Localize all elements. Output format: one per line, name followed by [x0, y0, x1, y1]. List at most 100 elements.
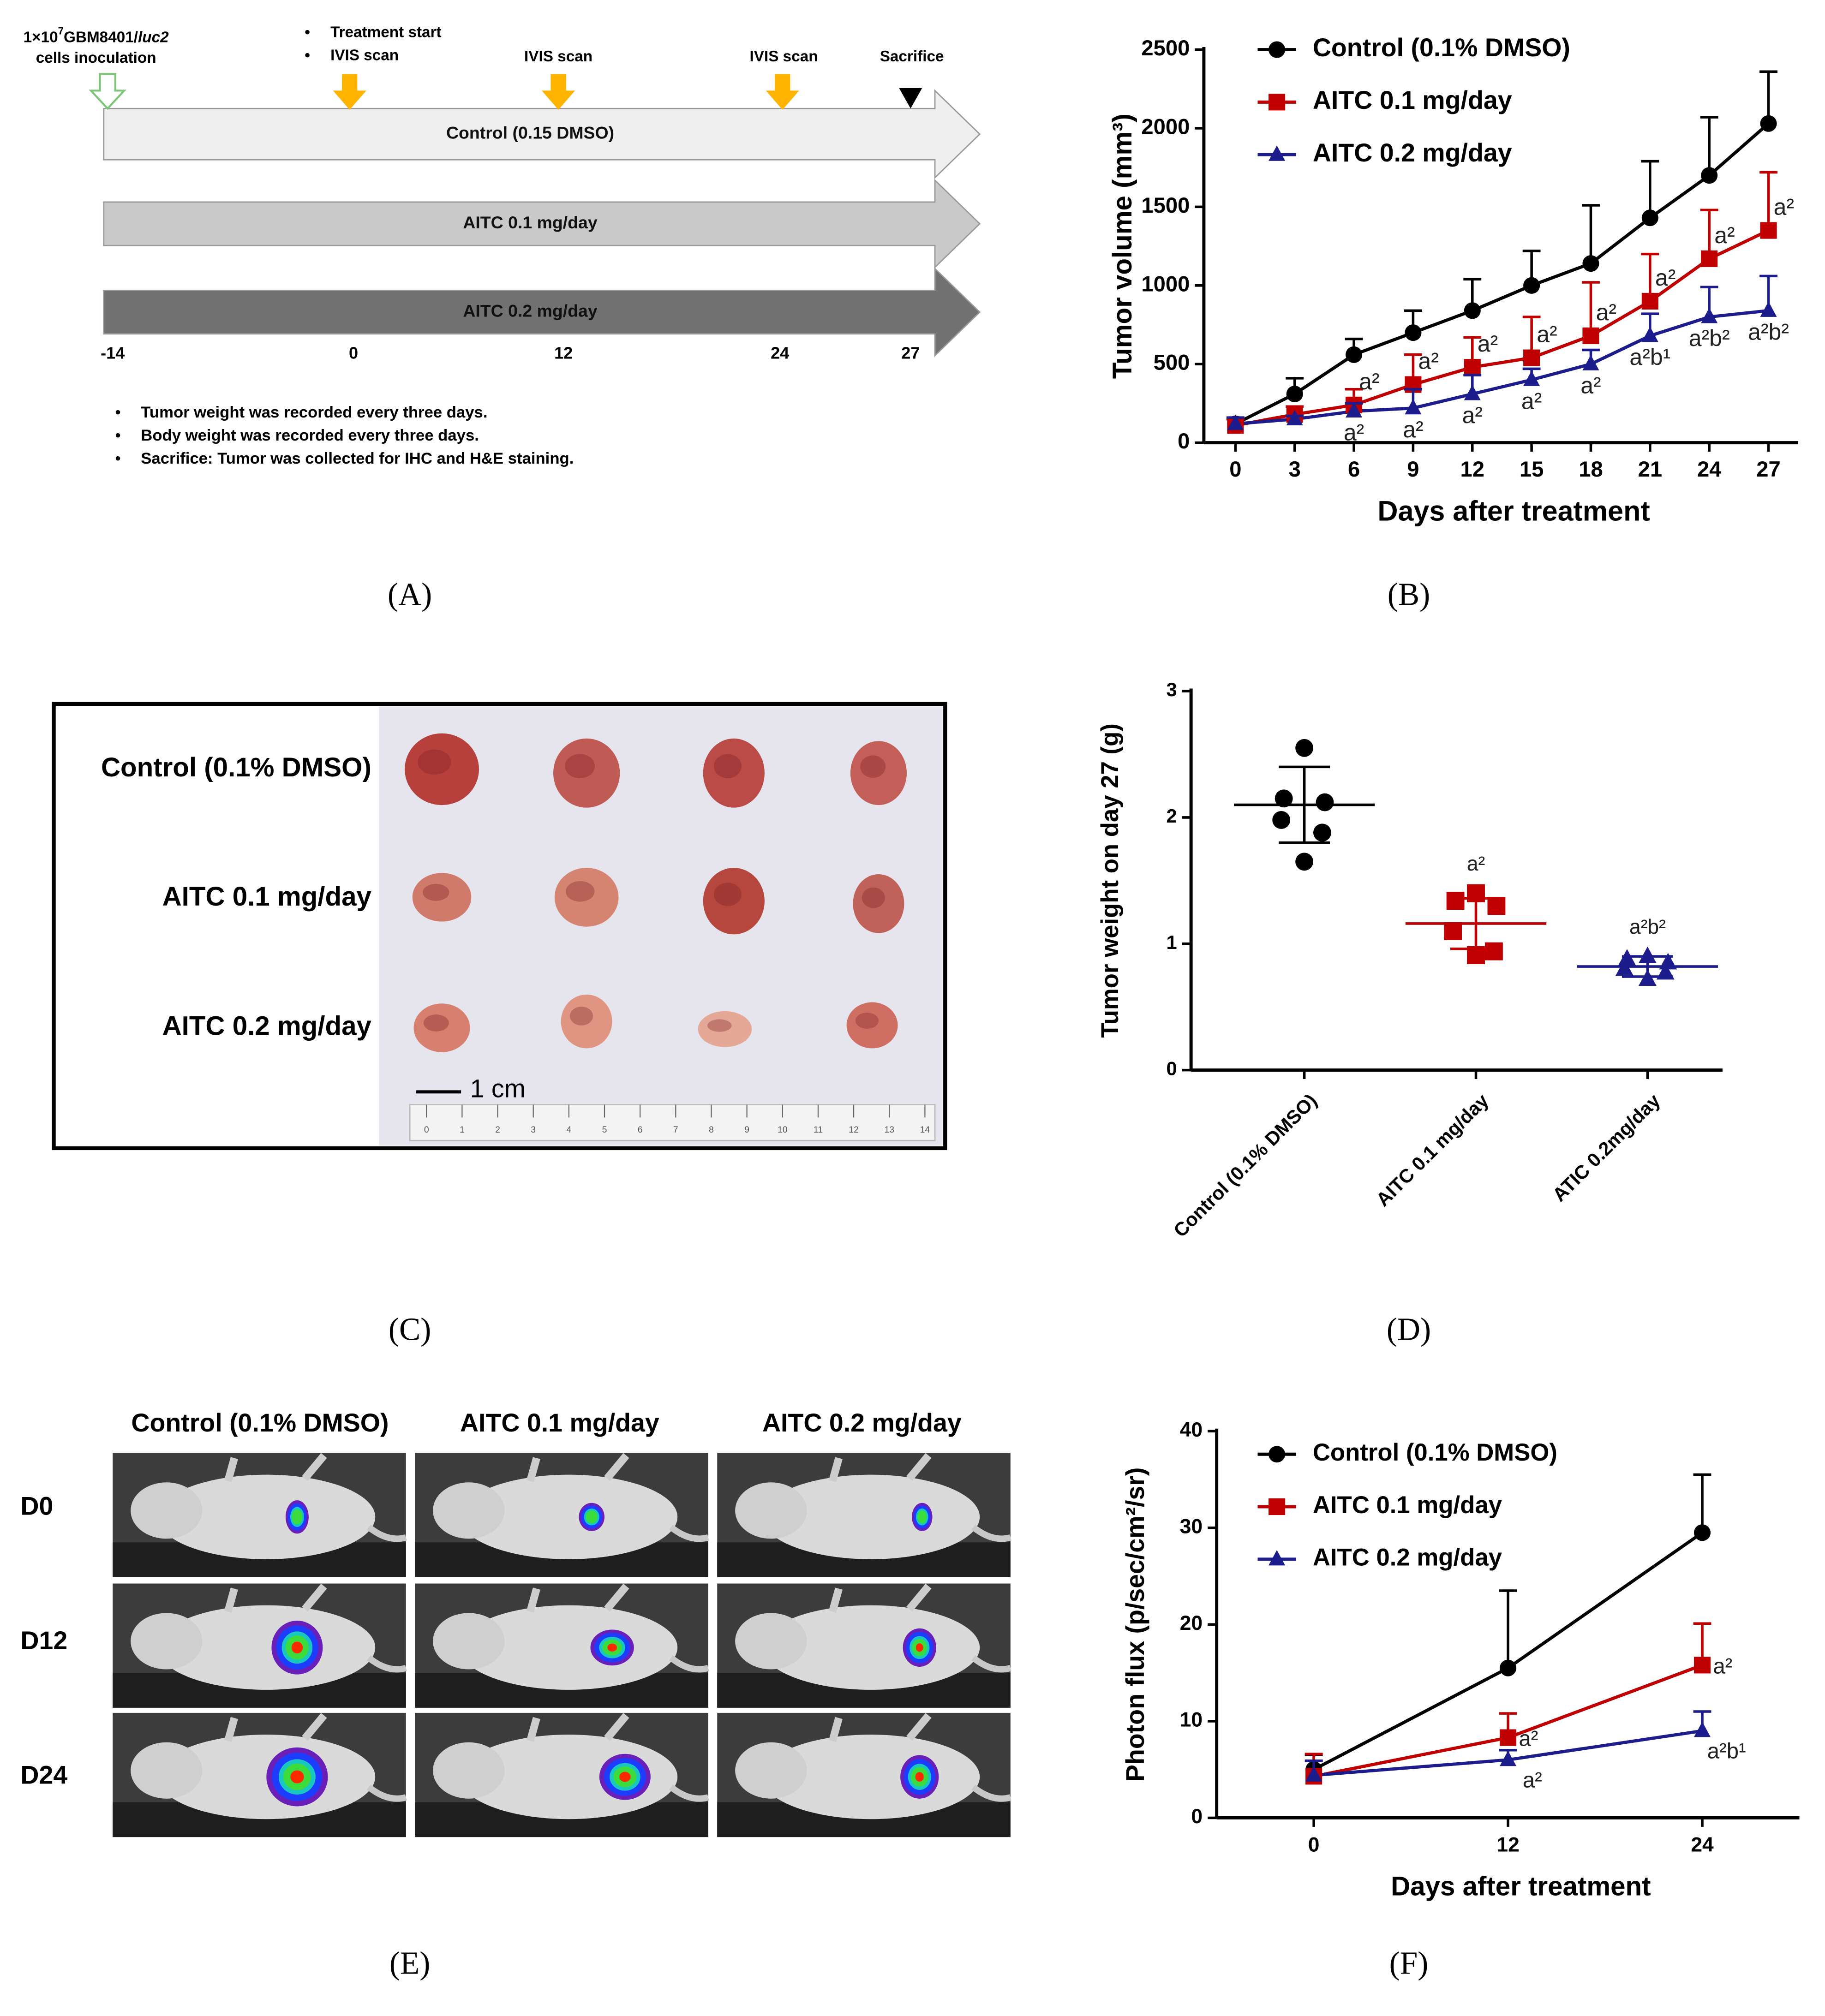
day-label: -14 [101, 344, 125, 363]
bioluminescence [586, 1510, 598, 1523]
bullet: • [115, 404, 121, 421]
marker [1639, 946, 1657, 963]
marker [1500, 1659, 1517, 1676]
tumor [554, 868, 619, 927]
legend-label: Control (0.1% DMSO) [1313, 33, 1570, 62]
text: 1×10 [24, 29, 58, 46]
panel-label: (B) [1388, 577, 1430, 612]
marker [1582, 255, 1599, 272]
x-tick-label: 21 [1638, 457, 1662, 481]
y-tick-label: 10 [1180, 1709, 1203, 1731]
legend-marker [1269, 41, 1286, 58]
ivis-arrow [766, 74, 799, 110]
ruler-label: 5 [602, 1125, 607, 1135]
ruler-label: 13 [884, 1125, 894, 1135]
mouse-tail [669, 1524, 709, 1542]
error-bar [1641, 160, 1659, 218]
marker [1523, 370, 1540, 386]
annotation: a²b¹ [1629, 344, 1670, 370]
series-line [1235, 309, 1769, 426]
inoculation-label: cells inoculation [36, 49, 156, 66]
tumor-shade [418, 749, 451, 775]
annotation: a²b² [1748, 319, 1789, 345]
panel-label: (D) [1387, 1312, 1431, 1347]
y-axis-title: Tumor volume (mm³) [1107, 113, 1137, 379]
error-bar [1693, 1473, 1711, 1533]
marker [1641, 209, 1658, 227]
inoculation-arrow [89, 73, 126, 110]
marker [1444, 922, 1462, 940]
ruler-label: 3 [531, 1125, 536, 1135]
x-tick-label: 15 [1520, 457, 1544, 481]
tumor-shade [565, 754, 595, 778]
mouse-tail [366, 1524, 407, 1542]
tumor-shade [714, 754, 742, 778]
x-tick-label: 0 [1308, 1833, 1320, 1856]
group-label: AITC 0.1 mg/day [463, 213, 598, 232]
y-axis-title: Tumor weight on day 27 (g) [1096, 723, 1124, 1038]
scale-bar-label: 1 cm [470, 1074, 526, 1103]
bioluminescence [915, 1772, 924, 1782]
day-label: 24 [771, 344, 789, 363]
marker [1405, 399, 1422, 415]
mouse-leg [829, 1713, 932, 1742]
y-tick-label: 30 [1180, 1515, 1203, 1538]
mouse-head [433, 1482, 505, 1539]
sd-whisker [1279, 765, 1330, 844]
bioluminescence [290, 1770, 304, 1783]
legend-marker [1269, 94, 1286, 111]
note: Tumor weight was recorded every three da… [141, 404, 487, 421]
note: Body weight was recorded every three day… [141, 427, 479, 444]
tumor-shade [860, 755, 886, 778]
tumor [703, 868, 765, 935]
y-tick-label: 2 [1166, 805, 1177, 827]
marker [1295, 739, 1314, 757]
bioluminescence [292, 1509, 303, 1525]
annotation: a² [1344, 420, 1364, 446]
tumor-shade [714, 883, 742, 907]
y-tick-label: 500 [1154, 350, 1190, 375]
tumor [553, 738, 620, 808]
text: GBM8401/ [64, 29, 138, 46]
tumor [561, 994, 612, 1049]
note: Sacrifice: Tumor was collected for IHC a… [141, 450, 574, 467]
legend-label: Control (0.1% DMSO) [1313, 1439, 1557, 1466]
ruler-label: 2 [495, 1125, 500, 1135]
ivis-arrow [542, 74, 575, 110]
marker [1464, 302, 1481, 319]
legend-marker [1269, 1446, 1286, 1463]
mouse-body [762, 1605, 980, 1690]
day-label: D24 [20, 1760, 67, 1789]
mouse-body [460, 1474, 678, 1559]
mouse-leg [527, 1583, 629, 1613]
group-label: AITC 0.2 mg/day [162, 1011, 372, 1041]
group-label: Control (0.15 DMSO) [446, 123, 614, 143]
mouse-head [131, 1482, 203, 1539]
mouse-tail [669, 1655, 709, 1673]
x-tick-label: 24 [1691, 1833, 1714, 1856]
ruler-label: 11 [814, 1125, 823, 1135]
mouse-tail [971, 1524, 1011, 1542]
marker [1295, 853, 1314, 871]
ruler-label: 6 [638, 1125, 643, 1135]
tumor [413, 1003, 470, 1052]
mouse-head [433, 1742, 505, 1799]
y-tick-label: 2000 [1141, 114, 1190, 138]
ruler-label: 12 [849, 1125, 859, 1135]
event-label: IVIS scan [524, 48, 592, 65]
mouse-tail [366, 1655, 407, 1673]
marker [1693, 1657, 1711, 1674]
bullet: • [115, 450, 121, 467]
mouse-leg [224, 1453, 327, 1482]
x-tick-label: 24 [1697, 457, 1721, 481]
legend-label: AITC 0.1 mg/day [1313, 86, 1512, 114]
ivis-arrows [333, 74, 799, 110]
mouse-leg [527, 1453, 629, 1482]
sd-whisker [1622, 955, 1673, 978]
error-bar [1499, 1589, 1517, 1668]
y-tick-label: 1500 [1141, 193, 1190, 217]
ruler-label: 9 [744, 1125, 749, 1135]
tumor-shade [566, 881, 595, 902]
panel-label: (F) [1389, 1945, 1429, 1981]
